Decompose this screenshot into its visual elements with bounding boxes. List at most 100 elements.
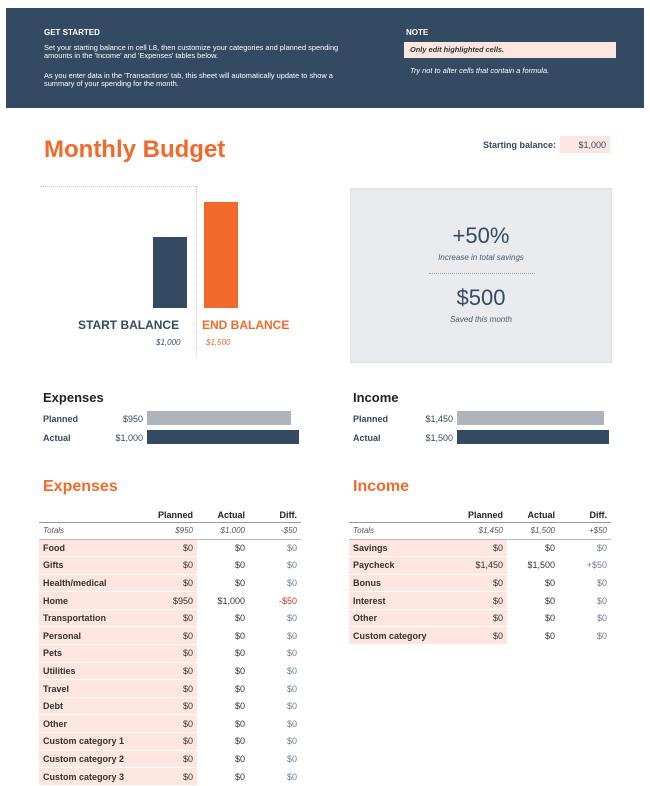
table-row: Custom category 2 $0 $0 $0 [39,750,301,769]
planned-cell[interactable]: $0 [147,697,197,716]
totals-planned: $950 [147,522,197,540]
category-cell[interactable]: Gifts [39,556,147,575]
planned-cell[interactable]: $0 [147,644,197,663]
planned-cell[interactable]: $0 [453,574,507,593]
planned-cell[interactable]: $0 [147,750,197,769]
planned-cell[interactable]: $0 [453,539,507,558]
starting-balance-label: Starting balance: [482,140,556,150]
totals-actual: $1,000 [197,522,249,540]
actual-cell: $1,500 [527,560,555,571]
table-row: Transportation $0 $0 $0 [39,609,301,628]
category-cell[interactable]: Custom category 1 [39,732,147,751]
table-row: Pets $0 $0 $0 [39,644,301,663]
totals-row: Totals $950 $1,000 -$50 [39,522,301,540]
income-table: Planned Actual Diff. Totals $1,450 $1,500 +… [349,508,611,646]
table-row: Utilities $0 $0 $0 [39,662,301,681]
start-balance-bar [153,237,187,308]
category-cell[interactable]: Food [39,539,147,558]
diff-cell: $0 [596,543,607,554]
planned-cell[interactable]: $950 [147,591,197,610]
planned-cell[interactable]: $0 [147,714,197,734]
diff-cell: $0 [286,718,297,729]
planned-cell[interactable]: $0 [147,767,197,786]
planned-cell[interactable]: $0 [147,556,197,575]
actual-cell: $0 [234,665,245,676]
savings-amount-label: Saved this month [450,315,512,324]
category-cell[interactable]: Custom category 2 [39,750,147,769]
diff-cell: +$50 [586,560,607,571]
expenses-section-title: Expenses [43,478,118,495]
category-cell[interactable]: Pets [39,644,147,663]
chart-dotted-line [40,186,196,187]
totals-diff: +$50 [559,522,611,540]
category-cell[interactable]: Transportation [39,609,147,628]
category-cell[interactable]: Debt [39,697,147,716]
planned-cell[interactable]: $0 [147,574,197,593]
diff-cell: $0 [286,648,297,659]
actual-cell: $0 [234,648,245,659]
totals-label: Totals [39,522,147,540]
income-planned-label: Planned [353,414,389,424]
actual-cell: $0 [544,595,555,606]
planned-cell[interactable]: $0 [147,609,197,628]
category-cell[interactable]: Custom category [349,626,453,646]
planned-cell[interactable]: $1,450 [453,556,507,575]
chart-divider [196,186,197,356]
actual-cell: $0 [234,543,245,554]
planned-cell[interactable]: $0 [453,591,507,610]
diff-cell: $0 [286,665,297,676]
diff-cell: $0 [596,577,607,588]
savings-percent: +50% [452,223,510,248]
diff-cell: $0 [286,613,297,624]
expenses-summary-title: Expenses [43,390,104,405]
diff-cell: $0 [286,577,297,588]
income-header-actual: Actual [507,508,559,523]
planned-cell[interactable]: $0 [147,732,197,751]
table-row: Other $0 $0 $0 [349,609,611,628]
planned-cell[interactable]: $0 [147,539,197,558]
actual-cell: $0 [544,613,555,624]
starting-balance-input[interactable]: $1,000 [560,136,610,153]
actual-cell: $0 [234,736,245,747]
actual-cell: $0 [544,577,555,588]
category-cell[interactable]: Interest [349,591,453,610]
category-cell[interactable]: Travel [39,679,147,698]
note-title: NOTE [406,28,429,37]
table-row: Home $950 $1,000 -$50 [39,591,301,610]
balance-chart: START BALANCE END BALANCE $1,000 $1,500 [40,186,340,356]
diff-cell: $0 [286,630,297,641]
expenses-actual-label: Actual [43,433,71,443]
planned-cell[interactable]: $0 [147,662,197,681]
category-cell[interactable]: Savings [349,539,453,558]
expenses-header-category [39,508,147,523]
diff-cell: $0 [286,683,297,694]
income-header-diff: Diff. [559,508,611,523]
income-actual-value: $1,500 [425,433,453,443]
get-started-banner: GET STARTED Set your starting balance in… [6,8,644,108]
diff-cell: $0 [286,560,297,571]
category-cell[interactable]: Other [39,714,147,734]
category-cell[interactable]: Health/medical [39,574,147,593]
category-cell[interactable]: Paycheck [349,556,453,575]
planned-cell[interactable]: $0 [453,626,507,646]
category-cell[interactable]: Bonus [349,574,453,593]
get-started-paragraph-1: Set your starting balance in cell L8, th… [44,43,339,61]
totals-row: Totals $1,450 $1,500 +$50 [349,522,611,540]
planned-cell[interactable]: $0 [147,626,197,646]
actual-cell: $0 [234,613,245,624]
category-cell[interactable]: Utilities [39,662,147,681]
get-started-title: GET STARTED [44,28,100,37]
category-cell[interactable]: Other [349,609,453,628]
actual-cell: $0 [234,701,245,712]
diff-cell: $0 [286,771,297,782]
actual-cell: $0 [544,630,555,641]
end-balance-label: END BALANCE [202,318,290,332]
category-cell[interactable]: Personal [39,626,147,646]
income-planned-value: $1,450 [425,414,453,424]
expenses-actual-bar [147,430,299,444]
totals-label: Totals [349,522,453,540]
category-cell[interactable]: Custom category 3 [39,767,147,786]
category-cell[interactable]: Home [39,591,147,610]
planned-cell[interactable]: $0 [453,609,507,628]
planned-cell[interactable]: $0 [147,679,197,698]
